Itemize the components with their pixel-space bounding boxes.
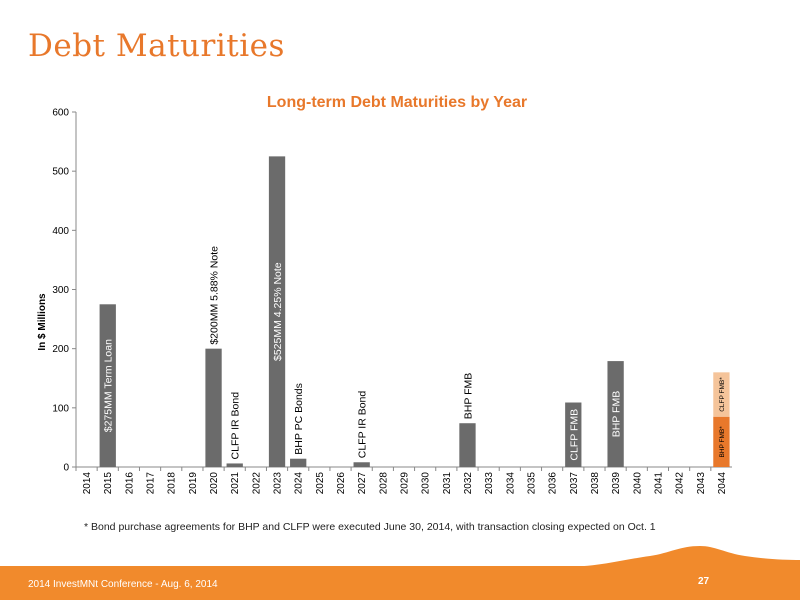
x-tick-label: 2016 [124,472,135,495]
y-tick-label: 100 [52,403,69,414]
bar-annotation: CLFP IR Bond [357,391,369,459]
x-tick-label: 2032 [463,472,474,495]
y-tick-label: 200 [52,344,69,355]
bar-annotation: $200MM 5.88% Note [209,246,221,345]
stacked-bar-segment [713,416,730,467]
bar-annotation: $275MM Term Loan [103,339,115,432]
x-tick-label: 2020 [209,472,220,495]
x-tick-label: 2030 [421,472,432,495]
slide-title: Debt Maturities [28,28,285,64]
x-tick-label: 2017 [146,472,157,495]
x-tick-label: 2022 [251,472,262,495]
x-tick-label: 2018 [167,472,178,495]
debt-maturities-chart: Long-term Debt Maturities by Year In $ M… [37,94,732,495]
stacked-bar-segment [713,372,730,417]
x-tick-label: 2039 [611,472,622,495]
footer-bar [0,566,800,600]
x-tick-label: 2014 [82,472,93,495]
bar-annotation: $525MM 4.25% Note [272,262,284,361]
y-tick-label: 0 [63,463,69,474]
x-tick-label: 2026 [336,472,347,495]
x-tick-label: 2031 [442,472,453,495]
x-tick-label: 2028 [378,472,389,495]
x-tick-label: 2015 [103,472,114,495]
x-tick-label: 2027 [357,472,368,495]
bar-annotation: BHP PC Bonds [293,383,305,455]
bar-annotation: BHP FMB [611,391,623,437]
x-tick-label: 2021 [230,472,241,495]
x-tick-label: 2033 [484,472,495,495]
x-tick-label: 2042 [675,472,686,495]
y-tick-label: 300 [52,285,69,296]
bar-annotation: BHP FMB [462,373,474,419]
x-tick-label: 2025 [315,472,326,495]
bar [290,458,307,467]
bar [353,462,370,467]
footnote: * Bond purchase agreements for BHP and C… [84,521,656,533]
footer-text: 2014 InvestMNt Conference - Aug. 6, 2014 [28,579,218,590]
bar [205,348,222,467]
bar [99,304,116,467]
page-number: 27 [698,576,710,587]
y-tick-label: 600 [52,108,69,119]
chart-title: Long-term Debt Maturities by Year [267,94,527,111]
x-tick-label: 2037 [569,472,580,495]
x-tick-label: 2038 [590,472,601,495]
x-tick-label: 2040 [632,472,643,495]
y-tick-label: 400 [52,226,69,237]
y-axis-label: In $ Millions [37,293,48,351]
bar [268,156,286,467]
y-tick-label: 500 [52,167,69,178]
x-tick-label: 2034 [505,472,516,495]
x-tick-label: 2041 [653,472,664,495]
x-tick-label: 2023 [273,472,284,495]
x-tick-label: 2044 [717,472,728,495]
bar [226,463,243,467]
bar [565,402,582,467]
x-tick-label: 2019 [188,472,199,495]
stacked-bar-label: BHP FMB* [719,426,726,458]
stacked-bar-label: CLFP FMB* [719,377,726,412]
bar-annotation: CLFP IR Bond [230,392,242,460]
x-tick-label: 2043 [696,472,707,495]
x-tick-label: 2036 [548,472,559,495]
x-tick-label: 2035 [526,472,537,495]
bar [459,423,476,467]
x-tick-label: 2029 [400,472,411,495]
bar-annotation: CLFP FMB [568,409,580,461]
bar [607,361,624,467]
x-tick-label: 2024 [294,472,305,495]
